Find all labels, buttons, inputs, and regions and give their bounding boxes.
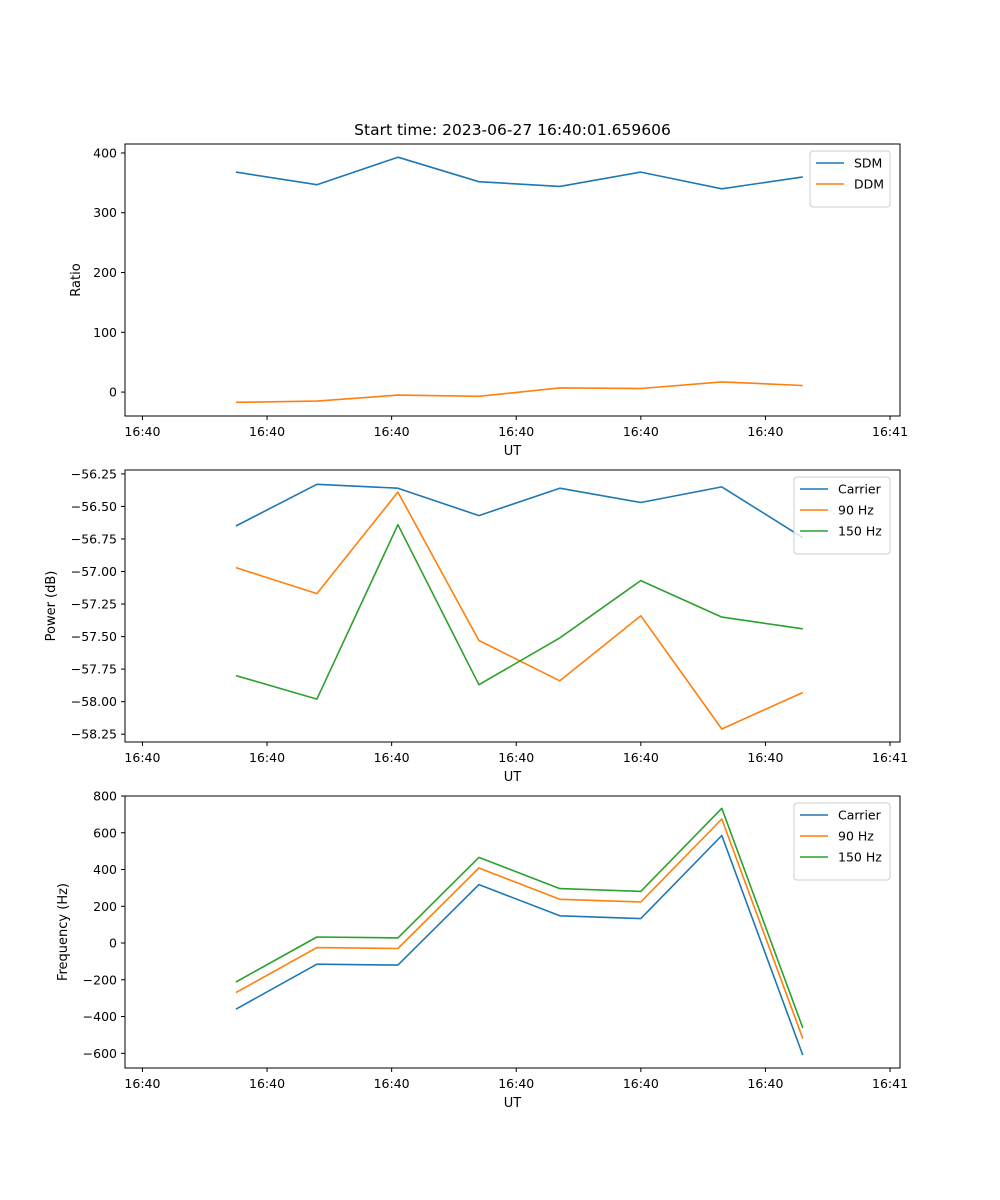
series-line-90-hz <box>235 818 804 1039</box>
series-line-sdm <box>235 156 803 190</box>
x-tick-label: 16:40 <box>374 750 410 765</box>
legend-box <box>793 802 891 881</box>
legend-label: 150 Hz <box>838 524 882 539</box>
chart-panel-1: 16:40 16:40 16:40 16:40 16:40 16:40 16:41 400 30… <box>69 143 908 459</box>
legend-label: SDM <box>854 156 882 171</box>
legend-label: 150 Hz <box>838 850 882 865</box>
y-tick-label: −56.50 <box>71 499 117 514</box>
x-axis-label: UT <box>504 444 522 459</box>
plot-frame <box>124 143 901 417</box>
x-axis-label: UT <box>504 1096 522 1111</box>
figure-title: Start time: 2023-06-27 16:40:01.659606 <box>354 121 671 139</box>
x-tick-label: 16:40 <box>124 424 160 439</box>
x-tick-label: 16:40 <box>498 424 534 439</box>
chart-panel-3: 16:40 16:40 16:40 16:40 16:40 16:40 16:41 800 60… <box>56 789 908 1112</box>
x-tick-label: 16:40 <box>374 1076 410 1091</box>
legend: SDM DDM <box>809 150 891 208</box>
y-tick-label: −57.25 <box>71 597 117 612</box>
x-tick-label: 16:40 <box>249 1076 285 1091</box>
series-line-ddm <box>235 381 803 404</box>
y-axis-label: Ratio <box>69 263 84 296</box>
x-tick-label: 16:40 <box>124 1076 160 1091</box>
x-tick-label: 16:40 <box>249 424 285 439</box>
y-tick-label: 200 <box>93 899 117 914</box>
x-tick-label: 16:40 <box>498 1076 534 1091</box>
legend-label: Carrier <box>838 808 882 823</box>
y-axis-label: Frequency (Hz) <box>56 883 71 981</box>
x-tick-label: 16:40 <box>623 1076 659 1091</box>
x-tick-label: 16:40 <box>498 750 534 765</box>
legend-box <box>809 150 891 208</box>
y-tick-label: −400 <box>83 1009 117 1024</box>
x-tick-label: 16:40 <box>374 424 410 439</box>
y-tick-label: −58.25 <box>71 727 117 742</box>
x-tick-label: 16:40 <box>747 424 783 439</box>
y-tick-label: 800 <box>93 789 117 804</box>
x-tick-label: 16:41 <box>872 1076 908 1091</box>
y-axis-label: Power (dB) <box>44 571 59 642</box>
y-tick-label: 400 <box>93 145 117 160</box>
y-tick-label: −56.75 <box>71 531 117 546</box>
x-tick-label: 16:40 <box>747 750 783 765</box>
y-tick-label: 400 <box>93 862 117 877</box>
legend: Carrier 90 Hz 150 Hz <box>793 802 891 881</box>
y-tick-label: −57.00 <box>71 564 117 579</box>
x-tick-label: 16:40 <box>623 750 659 765</box>
x-tick-label: 16:41 <box>872 424 908 439</box>
x-tick-label: 16:41 <box>872 750 908 765</box>
chart-panel-2: 16:40 16:40 16:40 16:40 16:40 16:40 16:41 −56.2… <box>44 466 908 785</box>
y-tick-label: 0 <box>109 385 117 400</box>
x-tick-label: 16:40 <box>249 750 285 765</box>
y-tick-label: 100 <box>93 325 117 340</box>
y-tick-label: 600 <box>93 825 117 840</box>
series-line-carrier <box>235 834 804 1056</box>
x-tick-label: 16:40 <box>623 424 659 439</box>
plot-frame <box>124 795 901 1069</box>
x-tick-label: 16:40 <box>747 1076 783 1091</box>
legend-label: 90 Hz <box>838 503 874 518</box>
y-tick-label: −56.25 <box>71 466 117 481</box>
legend-label: Carrier <box>838 482 882 497</box>
y-tick-label: 300 <box>93 205 117 220</box>
series-line-150-hz <box>235 807 804 1029</box>
legend-label: 90 Hz <box>838 829 874 844</box>
y-tick-label: 0 <box>109 936 117 951</box>
series-line-150-hz <box>235 523 803 700</box>
legend: Carrier 90 Hz 150 Hz <box>793 476 891 555</box>
x-tick-label: 16:40 <box>124 750 160 765</box>
x-axis-label: UT <box>504 770 522 785</box>
y-tick-label: −600 <box>83 1046 117 1061</box>
plot-frame <box>124 469 901 743</box>
legend-label: DDM <box>854 177 884 192</box>
legend-box <box>793 476 891 555</box>
y-tick-label: −200 <box>83 972 117 987</box>
series-line-carrier <box>235 483 804 539</box>
y-tick-label: −57.50 <box>71 629 117 644</box>
y-tick-label: −58.00 <box>71 694 117 709</box>
y-tick-label: −57.75 <box>71 662 117 677</box>
y-tick-label: 200 <box>93 265 117 280</box>
